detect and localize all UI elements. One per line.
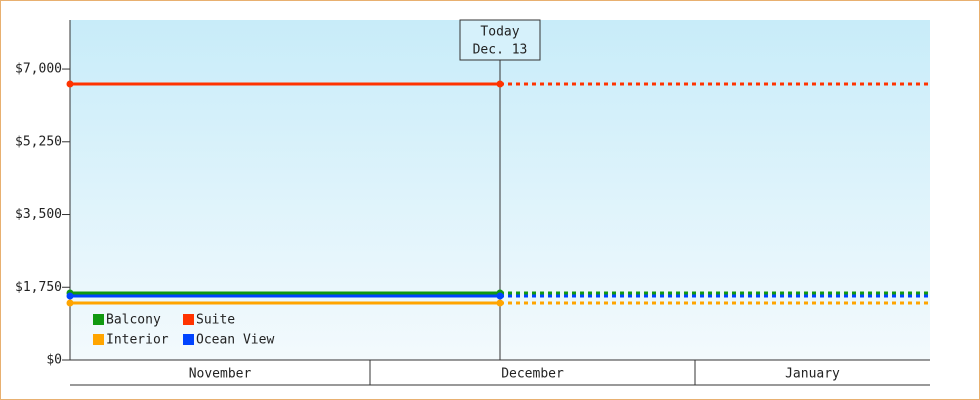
today-box [459,19,541,61]
point [66,292,74,300]
point [496,299,504,307]
y-tick-label: $7,000 [15,62,62,77]
legend-label: Interior [106,333,169,348]
month-label: January [785,367,840,382]
today-date: Dec. 13 [473,43,528,58]
legend-swatch [183,314,194,325]
point [496,292,504,300]
month-label: December [501,367,564,382]
y-tick-label: $3,500 [15,207,62,222]
point [66,299,74,307]
point [66,80,74,88]
legend-swatch [93,334,104,345]
y-tick-label: $5,250 [15,134,62,149]
legend-label: Suite [196,313,235,328]
legend-swatch [183,334,194,345]
y-tick-label: $1,750 [15,280,62,295]
legend-label: Balcony [106,313,161,328]
point [496,80,504,88]
legend-label: Ocean View [196,333,274,348]
today-label: Today [480,25,519,40]
legend-swatch [93,314,104,325]
month-label: November [189,367,252,382]
y-tick-label: $0 [46,353,62,368]
